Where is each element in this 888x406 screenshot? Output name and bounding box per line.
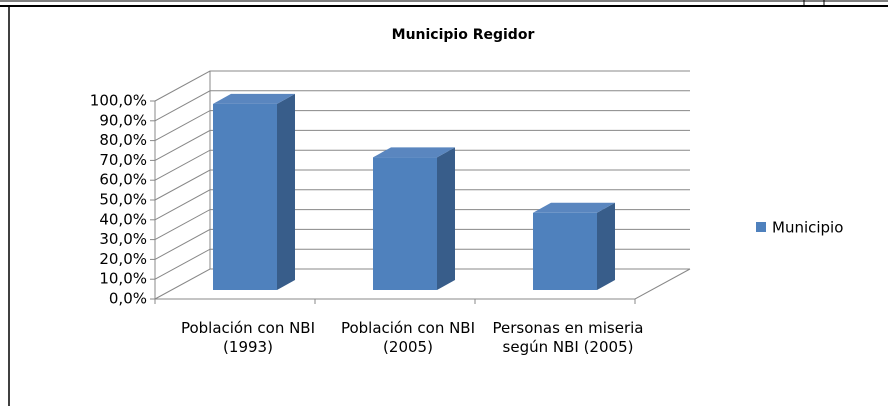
bar-top (213, 93, 295, 104)
legend-swatch (756, 222, 766, 232)
y-tick-label: 60,0% (99, 171, 147, 189)
bar-top (373, 147, 455, 158)
y-tick-label: 0,0% (109, 290, 147, 308)
bar (213, 103, 277, 290)
y-tick-label: 100,0% (90, 92, 147, 110)
grid-line (154, 129, 690, 161)
y-tick-label: 80,0% (99, 131, 147, 149)
y-tick-label: 20,0% (99, 250, 147, 268)
bar (533, 212, 597, 290)
y-tick-label: 90,0% (99, 111, 147, 129)
legend-label: Municipio (772, 219, 843, 237)
bar-side (597, 202, 615, 290)
grid-line (154, 248, 690, 280)
x-tick-label: Población con NBI (1993) (180, 319, 316, 356)
y-tick-label: 40,0% (99, 210, 147, 228)
grid-line (154, 268, 690, 300)
grid-line (154, 209, 690, 241)
grid-line (154, 90, 690, 122)
y-tick-label: 10,0% (99, 270, 147, 288)
bar (373, 157, 437, 290)
grid-line (154, 228, 690, 260)
x-tick-label: Personas en miseria según NBI (2005) (492, 319, 644, 356)
chart-title: Municipio Regidor (392, 27, 535, 43)
y-tick-label: 50,0% (99, 191, 147, 209)
grid-line (154, 110, 690, 142)
bar-side (437, 147, 455, 290)
y-tick-label: 30,0% (99, 230, 147, 248)
x-tick-label: Población con NBI (2005) (340, 319, 476, 356)
grid-line (154, 189, 690, 221)
bar-top (533, 202, 615, 213)
y-tick-label: 70,0% (99, 151, 147, 169)
grid-line (154, 169, 690, 201)
bar-side (277, 93, 295, 290)
grid-line (154, 149, 690, 181)
grid-line (154, 70, 690, 102)
